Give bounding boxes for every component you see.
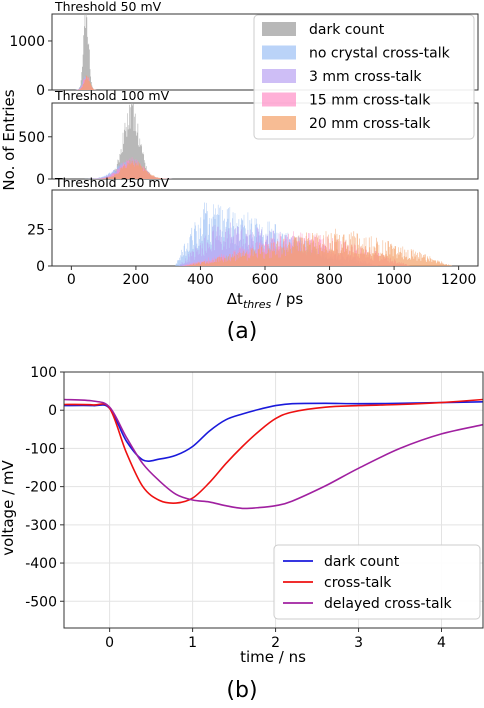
- subplot-2-title: Threshold 100 mV: [54, 88, 170, 103]
- subplot-1-histograms: [73, 14, 99, 90]
- legend-label: cross-talk: [324, 575, 392, 591]
- panel-b-xlabel: time / ns: [240, 648, 306, 666]
- xtick-label: 4: [437, 635, 446, 651]
- histogram-20-mm-cross-talk: [87, 160, 179, 179]
- panel-b-caption: (b): [226, 678, 257, 703]
- ytick-label: 0: [36, 259, 45, 275]
- panel-b-yticks: 100 0 -100 -200 -300 -400 -500: [25, 365, 64, 610]
- legend-label: dark count: [324, 554, 400, 570]
- xtick-label: 0: [67, 272, 76, 288]
- panel-a-legend: dark count no crystal cross-talk 3 mm cros…: [253, 14, 475, 140]
- xlabel-unit: / ps: [271, 290, 303, 308]
- subplot-3-title: Threshold 250 mV: [54, 175, 170, 190]
- histogram-20-mm-cross-talk: [74, 75, 99, 90]
- subplot-2-yticks: 0 500: [18, 130, 52, 188]
- histogram-3-mm-cross-talk: [177, 222, 379, 266]
- ytick-label: -300: [25, 518, 57, 534]
- panel-b-xticks: 0 1 2 3 4: [105, 628, 446, 651]
- subplot-2-histograms: [76, 103, 181, 179]
- xtick-label: 1: [188, 635, 197, 651]
- legend-label: 20 mm cross-talk: [309, 116, 431, 132]
- subplot-2: Threshold 100 mV 0 500: [18, 88, 479, 188]
- panel-a-xlabel: Δtthres / ps: [227, 290, 304, 311]
- legend-label: no crystal cross-talk: [309, 46, 451, 62]
- xtick-label: 3: [354, 635, 363, 651]
- subplot-3-yticks: 0 25: [27, 222, 52, 275]
- ytick-label: 100: [30, 365, 57, 381]
- legend-box-b: [273, 544, 481, 620]
- panel-a-caption: (a): [227, 319, 258, 344]
- xtick-label: 2: [271, 635, 280, 651]
- ytick-label: -200: [25, 480, 57, 496]
- ytick-label: -100: [25, 441, 57, 457]
- legend-entries-b: dark count cross-talk delayed cross-talk: [283, 554, 453, 612]
- subplot-1-yticks: 0 1000: [9, 34, 52, 99]
- line-dark-count: [63, 401, 484, 462]
- ytick-label: 0: [48, 403, 57, 419]
- panel-b-legend: dark count cross-talk delayed cross-talk: [273, 544, 481, 620]
- ytick-label: 500: [18, 130, 45, 146]
- legend-box: [253, 14, 475, 140]
- ytick-label: -500: [25, 594, 57, 610]
- legend-label: dark count: [309, 22, 385, 38]
- histogram-dark-count: [75, 14, 97, 90]
- xtick-label: 0: [105, 635, 114, 651]
- subplot-1-title: Threshold 50 mV: [54, 0, 162, 14]
- line-cross-talk: [63, 398, 484, 504]
- legend-swatch: [262, 69, 296, 83]
- xtick-label: 800: [316, 272, 343, 288]
- legend-label: 15 mm cross-talk: [309, 93, 431, 109]
- svg-text:Δtthres / ps: Δtthres / ps: [227, 290, 304, 311]
- subplot-3-histograms: [174, 202, 453, 266]
- histogram-dark-count: [98, 103, 164, 179]
- ytick-label: 0: [36, 172, 45, 188]
- legend-swatch: [262, 116, 296, 130]
- xlabel-subscript: thres: [243, 298, 272, 311]
- legend-label: delayed cross-talk: [324, 596, 453, 612]
- legend-swatch: [262, 22, 296, 36]
- ytick-label: 1000: [9, 34, 45, 50]
- xlabel-symbol: Δt: [227, 290, 243, 308]
- legend-swatch: [262, 45, 296, 60]
- xtick-label: 400: [187, 272, 214, 288]
- ytick-label: 0: [36, 83, 45, 99]
- legend-swatch: [262, 92, 296, 107]
- panel-a-ylabel: No. of Entries: [0, 89, 18, 190]
- subplot-3: Threshold 250 mV 0 25 0 200 400 600 800 1000 12…: [27, 175, 479, 288]
- panel-a-xticks: 0 200 400 600 800 1000 1200: [67, 266, 477, 288]
- panel-b-lines: [63, 398, 484, 510]
- xtick-label: 1000: [376, 272, 412, 288]
- histogram-20-mm-cross-talk: [184, 228, 453, 266]
- xtick-label: 1200: [441, 272, 477, 288]
- panel-b-ylabel: voltage / mV: [0, 460, 17, 556]
- panel-b: voltage / mV 0 1 2 3 4 100 0 -100 -200 -300 -400 -…: [0, 365, 484, 703]
- panel-b-frame: [63, 371, 484, 629]
- xtick-label: 600: [252, 272, 279, 288]
- legend-entries: dark count no crystal cross-talk 3 mm cros…: [262, 22, 451, 132]
- xtick-label: 200: [123, 272, 150, 288]
- ytick-label: -400: [25, 556, 57, 572]
- ytick-label: 25: [27, 222, 45, 238]
- line-delayed-cross-talk: [63, 398, 484, 510]
- legend-label: 3 mm cross-talk: [309, 69, 422, 85]
- panel-a: No. of Entries Threshold 50 mV 0 1000 Thr…: [0, 0, 479, 344]
